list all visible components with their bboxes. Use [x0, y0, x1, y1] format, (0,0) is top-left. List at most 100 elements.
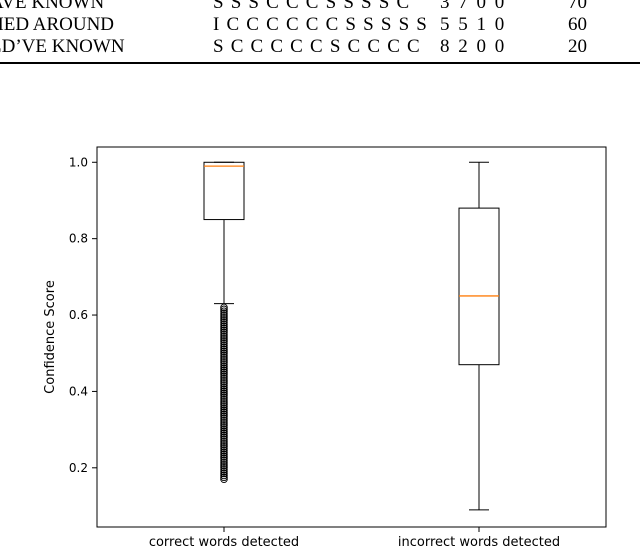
outlier-point	[220, 418, 228, 426]
outlier-point	[220, 349, 228, 357]
outlier-point	[220, 345, 228, 354]
outlier-point	[220, 334, 228, 342]
table-row: HED AROUND I C C C C C C S S S S S 5 5 1 0…	[0, 14, 640, 36]
outlier-point	[220, 444, 228, 453]
y-tick-label: 0.8	[69, 232, 88, 246]
outlier-point	[220, 454, 228, 463]
outlier-point	[220, 339, 228, 348]
iqr-box	[203, 161, 245, 221]
box-1	[203, 161, 245, 484]
y-tick-label: 0.6	[69, 308, 88, 322]
outlier-point	[220, 448, 228, 457]
outlier-point	[220, 401, 228, 409]
outlier-point	[220, 368, 228, 377]
outlier-point	[220, 435, 228, 443]
outlier-point	[220, 378, 228, 386]
outlier-point	[220, 416, 228, 424]
outlier-point	[220, 464, 228, 472]
boxes	[203, 161, 500, 511]
outlier-point	[220, 324, 228, 333]
outlier-point	[220, 328, 228, 336]
outlier-point	[220, 309, 228, 317]
outlier-point	[220, 410, 228, 419]
outlier-point	[220, 303, 228, 312]
outlier-point	[220, 427, 228, 436]
outlier-point	[220, 381, 228, 390]
table-row: AVE KNOWN S S S C C C S S S S C 3 7 0 0 70	[0, 0, 640, 14]
outlier-point	[220, 393, 228, 401]
outlier-point	[220, 359, 228, 367]
outlier-point	[220, 404, 228, 413]
outlier-point	[220, 450, 228, 459]
y-axis-label: Confidence Score	[43, 280, 58, 394]
outlier-point	[220, 391, 228, 399]
outlier-point	[220, 408, 228, 417]
outlier-point	[220, 374, 228, 382]
outlier-point	[220, 412, 228, 420]
outlier-point	[220, 441, 228, 449]
table-cell-phrase: AVE KNOWN	[0, 0, 105, 13]
outlier-point	[220, 423, 228, 432]
outlier-point	[220, 322, 228, 331]
x-tick-label: correct words detected	[149, 535, 299, 547]
outlier-point	[220, 362, 228, 371]
table-cell-phrase: HED AROUND	[0, 14, 115, 35]
plot-frame	[96, 146, 607, 528]
outlier-point	[220, 387, 228, 396]
outlier-point	[220, 446, 228, 455]
outlier-point	[220, 353, 228, 361]
outlier-point	[220, 355, 228, 363]
table-cell-counts: 3 7 0 0	[440, 0, 507, 13]
outlier-point	[220, 380, 228, 388]
outlier-point	[220, 307, 228, 315]
outlier-point	[220, 315, 228, 323]
outlier-point	[220, 332, 228, 340]
outlier-point	[220, 347, 228, 356]
outlier-point	[220, 364, 228, 373]
y-tick-label: 0.2	[69, 461, 88, 475]
table-cell-score: 70	[568, 0, 587, 13]
outlier-point	[220, 473, 228, 482]
outlier-point	[220, 330, 228, 338]
outlier-point	[220, 452, 228, 461]
table-row: LD’VE KNOWN S C C C C C S C C C C 8 2 0 0 2…	[0, 36, 640, 58]
outlier-point	[220, 397, 228, 405]
outlier-point	[220, 433, 228, 442]
outlier-point	[220, 437, 228, 445]
outlier-point	[220, 357, 228, 365]
table-cell-sequence: S S S C C C S S S S C	[213, 0, 411, 13]
outlier-point	[220, 431, 228, 440]
outlier-point	[220, 406, 228, 415]
outlier-point	[220, 458, 228, 466]
outlier-point	[220, 341, 228, 350]
outlier-point	[220, 420, 228, 428]
outlier-point	[220, 338, 228, 346]
outlier-point	[220, 326, 228, 335]
outlier-point	[220, 372, 228, 380]
outlier-point	[220, 422, 228, 430]
outlier-point	[220, 460, 228, 468]
table-cell-sequence: S C C C C C S C C C C	[213, 36, 421, 57]
table-cell-counts: 5 5 1 0	[440, 14, 507, 35]
outlier-point	[220, 389, 228, 398]
outlier-point	[220, 425, 228, 434]
outlier-point	[220, 366, 228, 375]
box-2	[458, 161, 500, 511]
outlier-point	[220, 467, 228, 476]
table-cell-score: 20	[568, 36, 587, 57]
outlier-point	[220, 320, 228, 329]
table-cell-sequence: I C C C C C C S S S S S	[213, 14, 429, 35]
outlier-point	[220, 318, 228, 327]
outlier-point	[220, 471, 228, 480]
y-tick-label: 0.4	[69, 384, 88, 398]
outlier-point	[220, 462, 228, 470]
table-cell-counts: 8 2 0 0	[440, 36, 507, 57]
outlier-point	[220, 429, 228, 438]
outlier-point	[220, 305, 228, 314]
outlier-point	[220, 343, 228, 352]
outlier-point	[220, 443, 228, 451]
outlier-point	[220, 402, 228, 411]
x-axis: correct words detected incorrect words de…	[149, 527, 560, 547]
